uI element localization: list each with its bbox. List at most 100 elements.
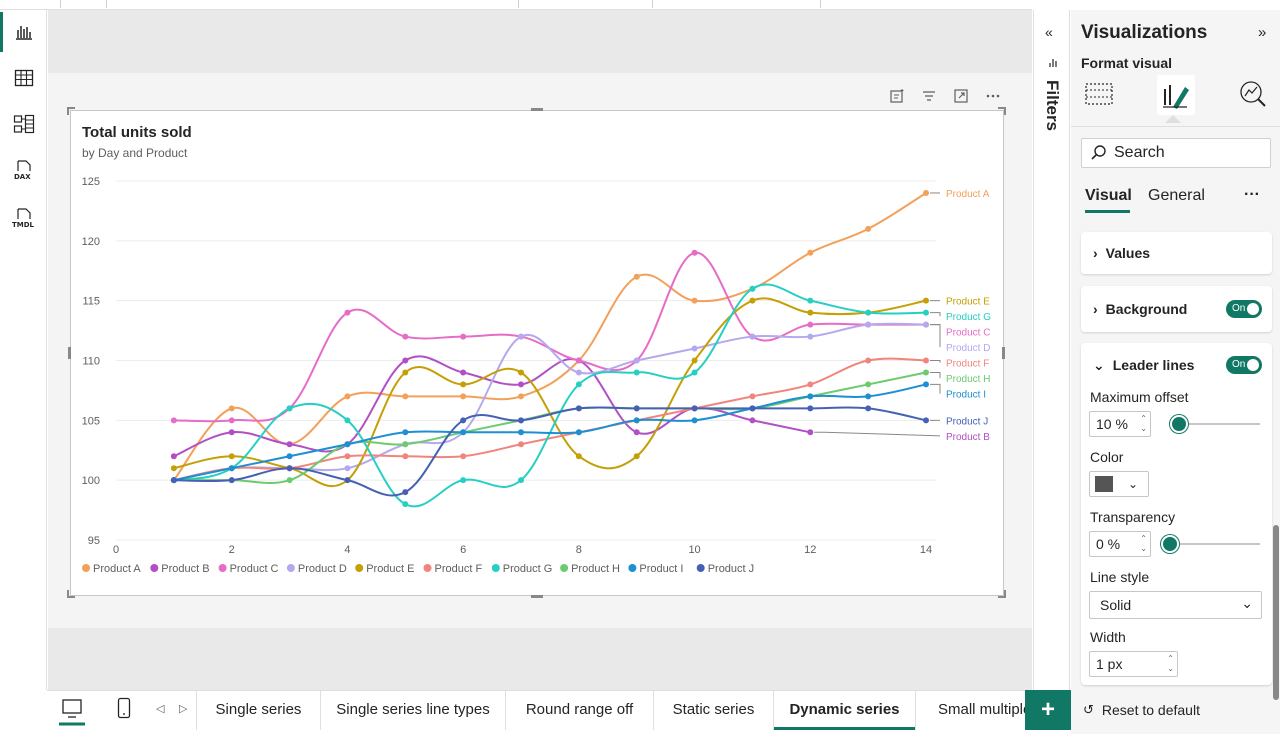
data-point[interactable] <box>344 453 351 460</box>
resize-handle[interactable] <box>68 347 71 359</box>
data-point[interactable] <box>691 417 698 424</box>
data-point[interactable] <box>460 381 467 388</box>
data-point[interactable] <box>749 285 756 292</box>
data-point[interactable] <box>344 441 351 448</box>
leader-lines-header[interactable]: ⌄ Leader lines <box>1093 343 1194 387</box>
data-point[interactable] <box>460 477 467 484</box>
data-point[interactable] <box>807 249 814 256</box>
data-point[interactable] <box>865 405 872 412</box>
filters-label[interactable]: Filters <box>1043 80 1062 132</box>
data-point[interactable] <box>807 309 814 316</box>
data-point[interactable] <box>286 453 293 460</box>
data-point[interactable] <box>691 357 698 364</box>
data-point[interactable] <box>170 477 177 484</box>
data-point[interactable] <box>923 417 929 424</box>
leader-lines-toggle[interactable]: On <box>1226 356 1262 374</box>
data-point[interactable] <box>691 405 698 412</box>
data-point[interactable] <box>923 309 929 316</box>
resize-handle[interactable] <box>67 107 75 109</box>
color-picker[interactable]: ⌄ <box>1089 471 1149 497</box>
data-point[interactable] <box>344 309 351 316</box>
data-point[interactable] <box>865 321 872 328</box>
stepper-icon[interactable]: ⌃ ⌄ <box>1167 654 1174 673</box>
tab-visual[interactable]: Visual <box>1085 187 1132 204</box>
data-point[interactable] <box>518 381 524 388</box>
data-point[interactable] <box>923 369 929 376</box>
resize-handle[interactable] <box>1004 590 1006 598</box>
table-view-button[interactable] <box>0 56 47 100</box>
tab-dynamic-series[interactable]: Dynamic series <box>773 690 915 730</box>
transparency-slider-track[interactable] <box>1170 543 1260 545</box>
legend-item[interactable]: Product D <box>286 563 347 575</box>
data-point[interactable] <box>575 357 582 364</box>
data-point[interactable] <box>402 441 409 448</box>
legend-item[interactable]: Product B <box>150 563 210 575</box>
data-point[interactable] <box>402 393 409 400</box>
series-product-c[interactable] <box>170 249 929 424</box>
data-point[interactable] <box>344 465 351 472</box>
data-point[interactable] <box>402 453 409 460</box>
data-point[interactable] <box>749 393 756 400</box>
next-page-icon[interactable]: ▷ <box>179 703 188 715</box>
series-line[interactable] <box>173 297 927 488</box>
filters-pane-collapsed[interactable]: « <box>1033 10 1070 690</box>
series-line[interactable] <box>173 251 926 423</box>
data-point[interactable] <box>170 465 177 472</box>
background-toggle[interactable]: On <box>1226 300 1262 318</box>
data-point[interactable] <box>228 453 235 460</box>
data-point[interactable] <box>807 333 814 340</box>
data-point[interactable] <box>923 357 929 364</box>
data-point[interactable] <box>518 441 524 448</box>
expand-filters-icon[interactable]: « <box>1045 24 1053 40</box>
legend-item[interactable]: Product I <box>628 563 683 575</box>
mobile-layout-button[interactable] <box>116 697 132 724</box>
data-point[interactable] <box>228 429 235 436</box>
chart-series[interactable] <box>170 189 929 508</box>
series-line[interactable] <box>173 283 927 508</box>
smart-narrative-button[interactable] <box>885 85 909 107</box>
data-point[interactable] <box>749 297 756 304</box>
background-header[interactable]: › Background <box>1093 286 1187 332</box>
build-visual-button[interactable] <box>1083 78 1115 115</box>
reset-to-default-button[interactable]: ↺ Reset to default <box>1083 702 1200 718</box>
data-point[interactable] <box>286 477 293 484</box>
tab-small-multiple[interactable]: Small multiple <box>915 690 1025 730</box>
series-product-d[interactable] <box>170 321 929 484</box>
desktop-layout-button[interactable] <box>58 697 86 732</box>
dax-query-button[interactable]: DAX <box>0 148 47 192</box>
data-point[interactable] <box>691 345 698 352</box>
tab-single-series[interactable]: Single series <box>196 690 320 730</box>
tab-static-series[interactable]: Static series <box>653 690 773 730</box>
legend-item[interactable]: Product G <box>491 563 553 575</box>
data-point[interactable] <box>344 393 351 400</box>
legend-item[interactable]: Product F <box>423 563 483 575</box>
data-point[interactable] <box>518 369 524 376</box>
data-point[interactable] <box>633 429 640 436</box>
legend-item[interactable]: Product H <box>560 563 620 575</box>
data-point[interactable] <box>402 369 409 376</box>
values-card[interactable]: › Values <box>1081 232 1272 274</box>
chart-legend[interactable]: Product A Product B Product C Product D Prod… <box>82 563 754 575</box>
data-point[interactable] <box>923 189 929 196</box>
previous-page-icon[interactable]: ◁ <box>156 703 165 715</box>
more-options-button[interactable]: ··· <box>1244 186 1260 203</box>
pane-scrollbar[interactable] <box>1273 525 1279 700</box>
search-box[interactable]: Search <box>1081 138 1271 168</box>
data-point[interactable] <box>865 393 872 400</box>
data-point[interactable] <box>402 489 409 496</box>
data-point[interactable] <box>575 453 582 460</box>
data-point[interactable] <box>633 453 640 460</box>
data-point[interactable] <box>807 429 814 436</box>
transparency-slider-thumb[interactable] <box>1161 535 1179 553</box>
data-point[interactable] <box>170 453 177 460</box>
tab-round-range-off[interactable]: Round range off <box>505 690 653 730</box>
resize-handle[interactable] <box>998 107 1006 109</box>
data-point[interactable] <box>228 405 235 412</box>
legend-item[interactable]: Product C <box>218 563 279 575</box>
resize-handle[interactable] <box>1002 347 1005 359</box>
series-line[interactable] <box>173 357 927 482</box>
data-point[interactable] <box>286 441 293 448</box>
data-point[interactable] <box>460 417 467 424</box>
model-view-button[interactable] <box>0 102 47 146</box>
data-point[interactable] <box>518 429 524 436</box>
